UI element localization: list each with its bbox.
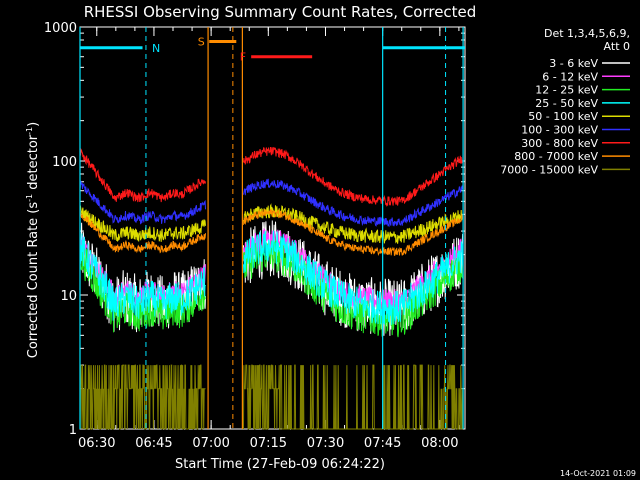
plot-area: 1 10 100 1000 06:30 06:45 07:00 07:15 07:30 07:45… [44, 21, 466, 451]
y-tick-label: 1 [69, 423, 77, 438]
legend-entry-label: 50 - 100 keV [528, 110, 598, 123]
flag-label: N [152, 42, 160, 55]
legend-header-2: Att 0 [604, 40, 630, 53]
series-line [79, 146, 464, 208]
x-tick-label: 07:00 [192, 436, 229, 451]
series-line [79, 178, 464, 228]
legend-header-1: Det 1,3,4,5,6,9, [544, 27, 630, 40]
legend-entry-label: 3 - 6 keV [549, 57, 598, 70]
legend-entry-label: 300 - 800 keV [521, 137, 598, 150]
y-tick-label: 1000 [44, 21, 77, 36]
legend-entry-label: 100 - 300 keV [521, 124, 598, 137]
legend-entry-label: 7000 - 15000 keV [500, 163, 598, 176]
x-tick-label: 06:30 [78, 436, 115, 451]
x-tick-label: 06:45 [135, 436, 172, 451]
series-line [79, 230, 464, 325]
series-line [79, 209, 464, 257]
legend-entry-label: 25 - 50 keV [535, 97, 598, 110]
chart-title: RHESSI Observing Summary Count Rates, Co… [84, 3, 477, 21]
y-tick-label: 10 [60, 289, 77, 304]
y-axis-label: Corrected Count Rate (s-1 detector-1) [25, 122, 41, 358]
flag-label: S [198, 35, 205, 48]
x-tick-label: 07:45 [364, 436, 401, 451]
flag-label: F [240, 51, 246, 64]
x-tick-label: 07:30 [307, 436, 344, 451]
x-tick-label: 07:15 [250, 436, 287, 451]
legend-entry-label: 800 - 7000 keV [514, 150, 598, 163]
x-tick-label: 08:00 [421, 436, 458, 451]
y-tick-label: 100 [52, 155, 77, 170]
legend-entry-label: 12 - 25 keV [535, 84, 598, 97]
footer-date: 14-Oct-2021 01:09 [560, 469, 636, 478]
series-line [79, 364, 464, 430]
x-axis-label: Start Time (27-Feb-09 06:24:22) [175, 457, 385, 472]
legend-entry-label: 6 - 12 keV [542, 70, 598, 83]
